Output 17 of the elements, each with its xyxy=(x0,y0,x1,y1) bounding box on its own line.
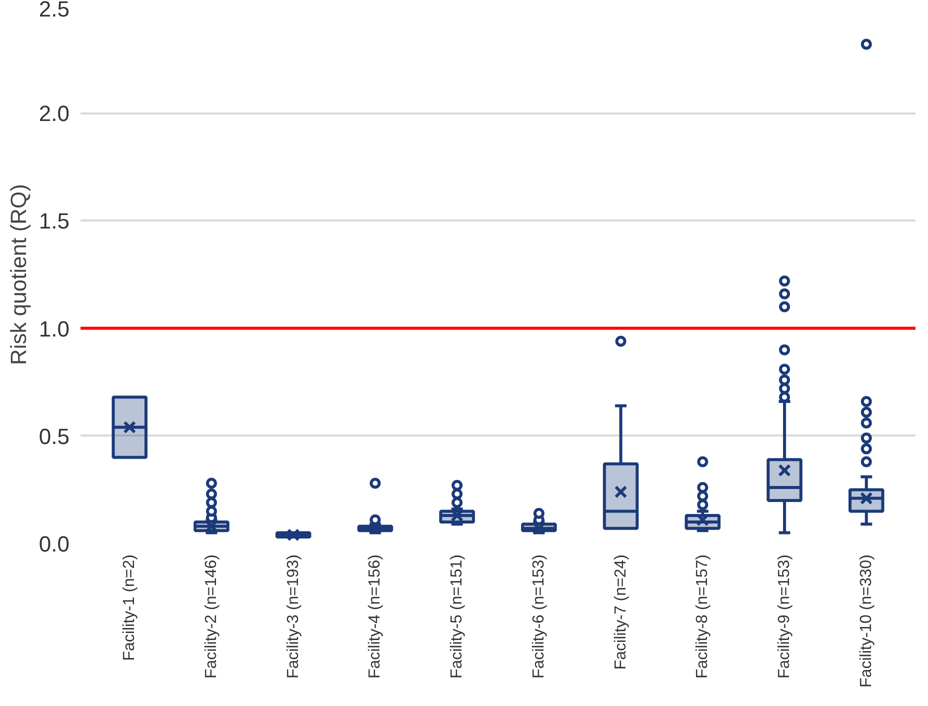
x-tick-label: Facility-5 (n=151) xyxy=(448,554,466,679)
x-tick-label: Facility-2 (n=146) xyxy=(202,554,220,679)
x-tick-label: Facility-7 (n=24) xyxy=(612,554,630,670)
y-tick-label: 0.0 xyxy=(38,532,70,556)
x-tick-label: Facility-8 (n=157) xyxy=(694,554,712,679)
y-tick-label: 1.0 xyxy=(38,316,70,342)
x-tick-label: Facility-4 (n=156) xyxy=(366,554,384,679)
y-tick-label: 0.5 xyxy=(38,424,70,449)
x-tick-label: Facility-6 (n=153) xyxy=(530,554,548,679)
x-tick-label: Facility-3 (n=193) xyxy=(284,554,302,679)
x-tick-label: Facility-9 (n=153) xyxy=(776,554,794,679)
x-tick-label: Facility-1 (n=2) xyxy=(121,554,138,661)
y-axis-title: Risk quotient (RQ) xyxy=(6,184,31,365)
y-tick-label: 2.5 xyxy=(38,0,70,22)
y-tick-label: 1.5 xyxy=(38,208,70,234)
x-tick-label: Facility-10 (n=330) xyxy=(858,554,875,688)
y-tick-label: 2.0 xyxy=(38,101,70,126)
